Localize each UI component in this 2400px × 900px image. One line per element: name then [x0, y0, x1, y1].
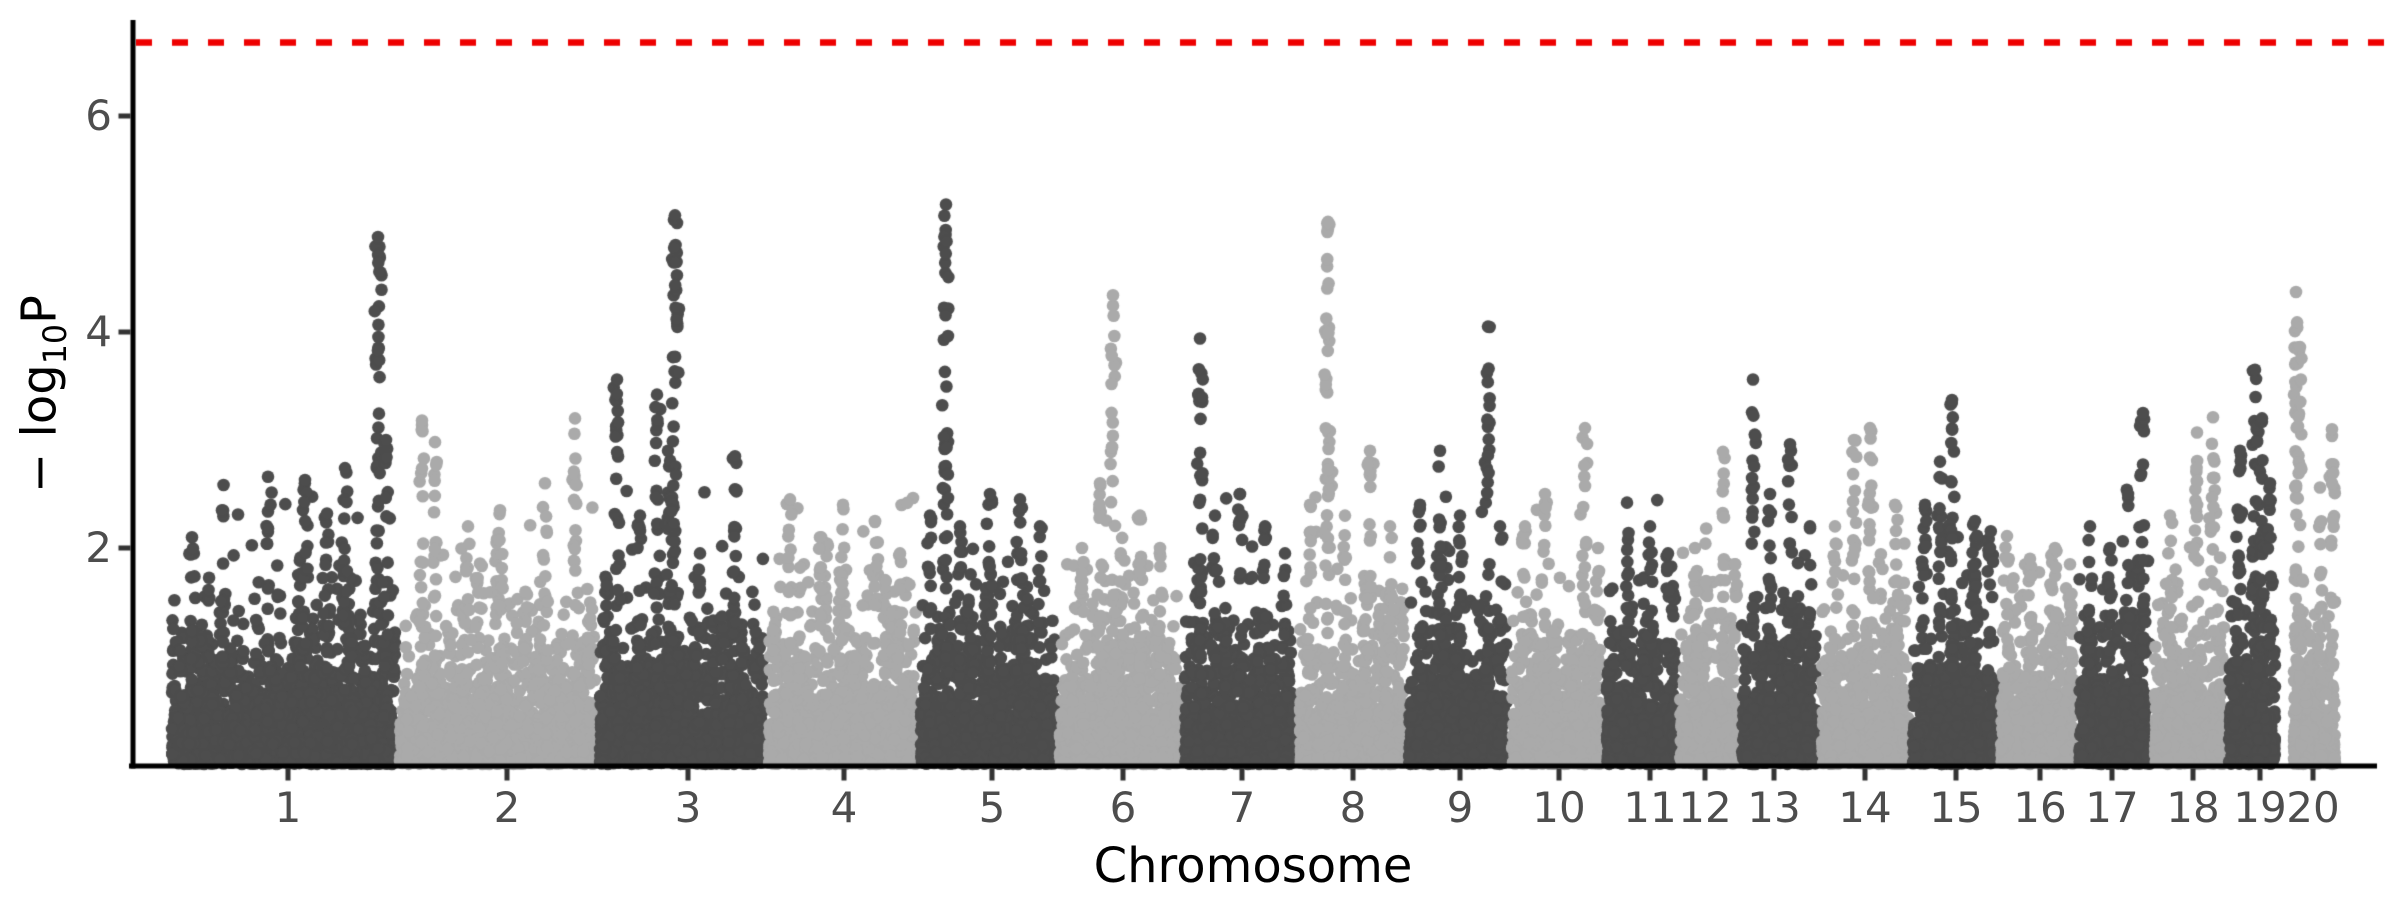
y-axis-title-suffix: P [11, 295, 68, 324]
x-tick-label-2: 2 [493, 783, 521, 832]
x-tick-label-7: 7 [1228, 783, 1256, 832]
x-tick-label-10: 10 [1532, 783, 1586, 832]
y-axis-title-subscript: 10 [37, 323, 74, 365]
x-tick-label-20: 20 [2286, 783, 2340, 832]
x-tick-label-16: 16 [2013, 783, 2067, 832]
x-tick-label-8: 8 [1339, 783, 1367, 832]
x-tick-label-1: 1 [274, 783, 302, 832]
x-tick-label-9: 9 [1446, 783, 1474, 832]
x-tick-label-12: 12 [1678, 783, 1732, 832]
x-tick-label-6: 6 [1109, 783, 1137, 832]
y-tick-label-2: 2 [85, 523, 112, 572]
y-tick-label-4: 4 [85, 307, 112, 356]
x-tick-label-19: 19 [2233, 783, 2287, 832]
y-tick-label-6: 6 [85, 91, 112, 140]
y-axis-title-prefix: − log [11, 364, 68, 493]
x-tick-label-18: 18 [2166, 783, 2220, 832]
x-axis-title: Chromosome [1093, 838, 1413, 894]
x-tick-label-5: 5 [978, 783, 1006, 832]
x-tick-label-15: 15 [1929, 783, 1983, 832]
y-axis-title: − log10P [11, 295, 74, 493]
x-tick-label-4: 4 [830, 783, 858, 832]
x-tick-label-17: 17 [2085, 783, 2139, 832]
x-tick-label-3: 3 [674, 783, 702, 832]
x-tick-label-13: 13 [1747, 783, 1801, 832]
x-tick-label-14: 14 [1838, 783, 1892, 832]
x-tick-label-11: 11 [1623, 783, 1677, 832]
